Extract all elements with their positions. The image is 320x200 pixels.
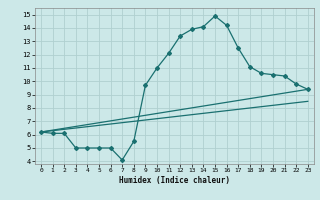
X-axis label: Humidex (Indice chaleur): Humidex (Indice chaleur)	[119, 176, 230, 185]
